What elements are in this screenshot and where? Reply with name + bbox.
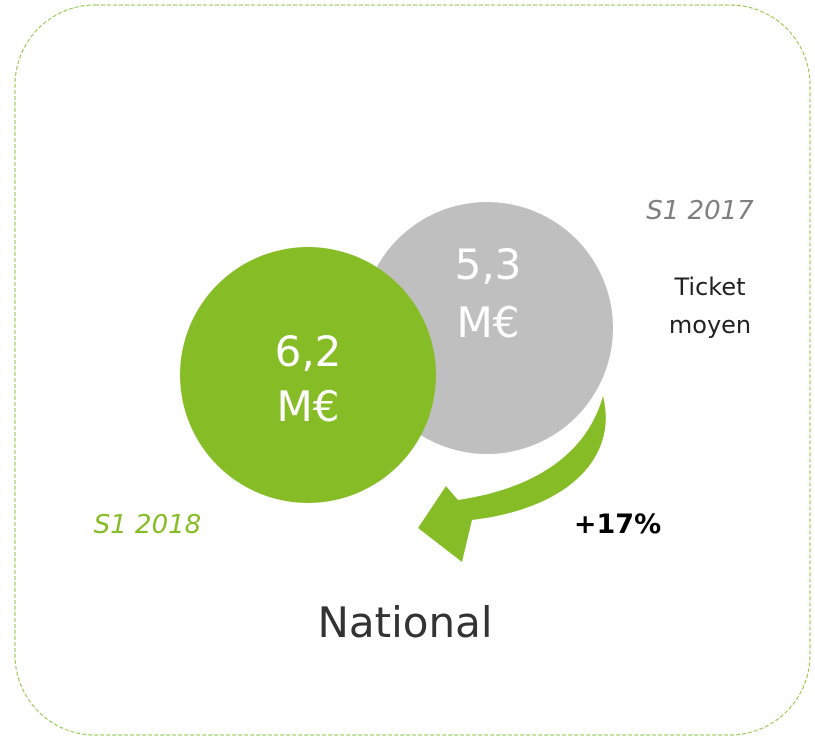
period-2018: S1 2018: [93, 510, 202, 540]
scope: National: [317, 598, 493, 647]
unit-2017: M€: [456, 298, 520, 347]
metric: Ticket moyen: [668, 273, 752, 340]
frame: [14, 4, 811, 736]
change: +17%: [573, 509, 662, 540]
value-2018: 6,2: [274, 327, 342, 376]
circle-2018: [180, 247, 436, 503]
value-2017: 5,3: [454, 240, 522, 289]
unit-2018: M€: [276, 382, 340, 431]
period-2017: S1 2017: [646, 196, 754, 226]
arrow: [418, 396, 606, 562]
